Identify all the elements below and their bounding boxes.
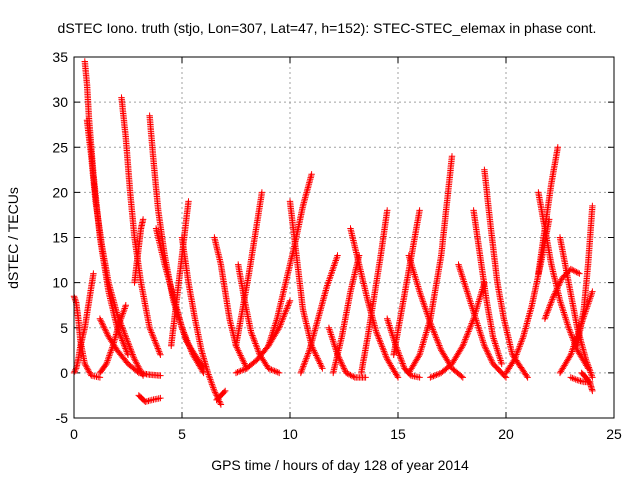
series-7 xyxy=(131,216,147,286)
chart-title: dSTEC Iono. truth (stjo, Lon=307, Lat=47… xyxy=(58,20,597,36)
series-27 xyxy=(405,153,456,377)
series-10-markers xyxy=(135,392,164,405)
series-31-markers xyxy=(470,207,505,368)
y-axis-label: dSTEC / TECUs xyxy=(5,187,21,289)
series-17-markers xyxy=(232,297,294,377)
series-30-markers xyxy=(455,261,510,381)
y-tick-label: 15 xyxy=(52,230,68,246)
series-3-markers xyxy=(83,117,147,379)
series-13 xyxy=(213,387,229,404)
series-28-markers xyxy=(405,252,466,381)
x-tick-label: 15 xyxy=(390,426,406,442)
series-5 xyxy=(118,94,164,358)
plot-frame xyxy=(73,56,615,419)
series-6 xyxy=(96,315,164,379)
series-22 xyxy=(330,252,363,377)
series-24 xyxy=(358,207,391,377)
series-35 xyxy=(535,144,561,277)
series-17 xyxy=(232,297,294,377)
y-tick-label: 20 xyxy=(52,184,68,200)
series-12 xyxy=(178,234,225,408)
y-tick-label: 5 xyxy=(60,320,68,336)
series-22-markers xyxy=(330,252,363,377)
plot-points xyxy=(70,58,596,408)
x-tick-label: 10 xyxy=(282,426,298,442)
x-tick-label: 25 xyxy=(606,426,622,442)
y-tick-label: 35 xyxy=(52,49,68,65)
series-25-markers xyxy=(384,315,423,381)
series-41-markers xyxy=(567,374,594,386)
series-10 xyxy=(135,392,164,405)
y-tick-label: -5 xyxy=(56,410,69,426)
series-24-markers xyxy=(358,207,391,377)
series-20-markers xyxy=(297,252,341,377)
series-13-markers xyxy=(213,387,229,404)
series-39 xyxy=(574,202,596,349)
series-6-markers xyxy=(96,315,164,379)
series-19-markers xyxy=(286,198,326,372)
y-tick-label: 0 xyxy=(60,365,68,381)
series-12-markers xyxy=(178,234,225,408)
series-27-markers xyxy=(405,153,456,377)
x-tick-label: 0 xyxy=(70,426,78,442)
series-7-markers xyxy=(131,216,147,286)
series-31 xyxy=(470,207,505,368)
y-tick-label: 10 xyxy=(52,275,68,291)
series-41 xyxy=(567,374,594,386)
series-39-markers xyxy=(574,202,596,349)
series-28 xyxy=(405,252,466,381)
x-tick-label: 5 xyxy=(178,426,186,442)
y-tick-label: 30 xyxy=(52,94,68,110)
x-axis-label: GPS time / hours of day 128 of year 2014 xyxy=(211,457,469,473)
series-25 xyxy=(384,315,423,381)
series-20 xyxy=(297,252,341,377)
x-tick-label: 20 xyxy=(498,426,514,442)
series-19 xyxy=(286,198,326,372)
series-3 xyxy=(83,117,147,379)
y-tick-label: 25 xyxy=(52,139,68,155)
series-35-markers xyxy=(535,144,561,277)
series-5-markers xyxy=(118,94,164,358)
series-30 xyxy=(455,261,510,381)
